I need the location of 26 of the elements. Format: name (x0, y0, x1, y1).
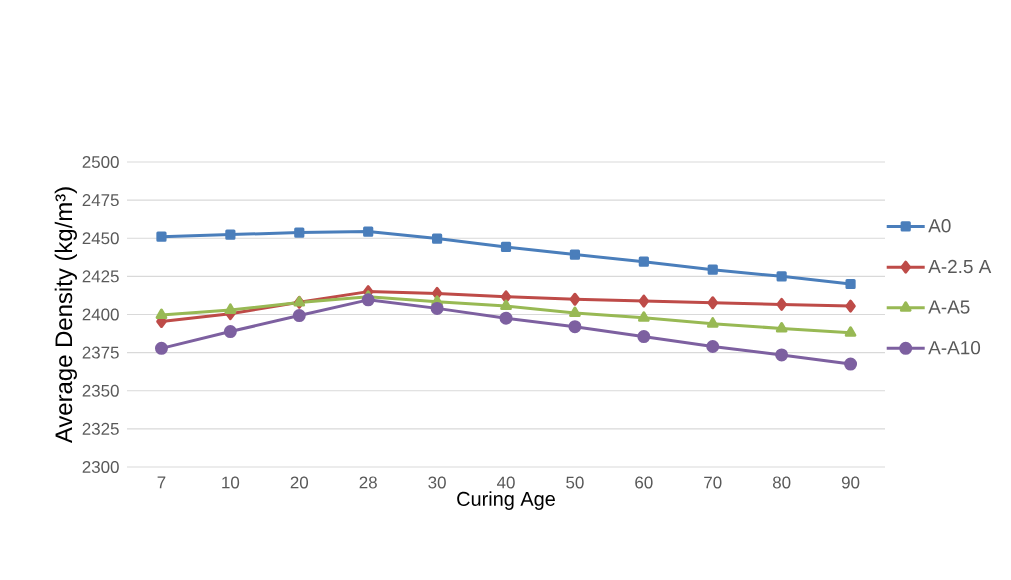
legend-label: A-A5 (928, 300, 970, 314)
x-tick-label: 50 (566, 476, 584, 489)
legend-label: A-A10 (928, 340, 981, 355)
x-tick-label: 90 (841, 476, 860, 489)
y-tick-label: 2475 (82, 194, 119, 207)
x-tick-label: 70 (704, 476, 722, 489)
x-tick-label: 7 (157, 476, 166, 489)
y-axis-title: Average Density (kg/m³) (54, 187, 77, 444)
y-tick-label: 2400 (82, 308, 119, 321)
y-tick-label: 2350 (82, 384, 119, 397)
legend-label: A-2.5 A (928, 259, 992, 274)
x-tick-label: 60 (635, 476, 653, 489)
x-tick-label: 80 (772, 476, 791, 489)
x-tick-label: 40 (496, 476, 515, 489)
y-tick-label: 2375 (82, 346, 119, 359)
y-tick-label: 2500 (82, 155, 119, 168)
y-tick-label: 2325 (82, 422, 119, 435)
x-tick-label: 28 (359, 476, 377, 489)
legend-label: A0 (928, 219, 951, 233)
x-tick-label: 30 (428, 476, 446, 489)
y-tick-label: 2450 (82, 232, 119, 245)
x-tick-label: 20 (290, 476, 309, 489)
y-tick-label: 2300 (82, 460, 119, 473)
y-tick-label: 2425 (82, 270, 119, 283)
x-axis-title: Curing Age (457, 491, 555, 510)
x-tick-label: 10 (222, 476, 240, 489)
